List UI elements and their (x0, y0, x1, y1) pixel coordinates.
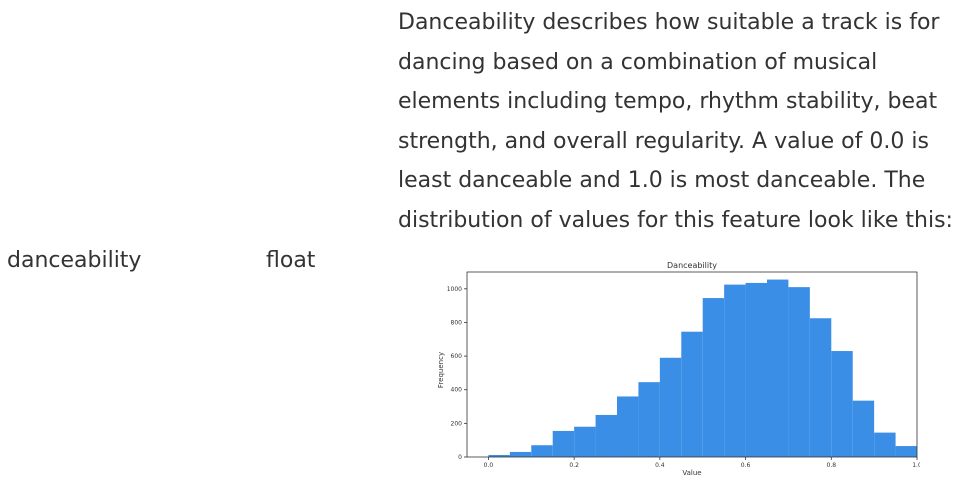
x-axis-label: Value (682, 469, 701, 477)
y-tick-label: 800 (451, 319, 463, 326)
field-name: danceability (7, 248, 142, 273)
histogram-bar (681, 331, 703, 457)
x-tick-label: 1.0 (912, 462, 920, 469)
y-tick-label: 600 (451, 353, 463, 360)
histogram-bar (767, 279, 789, 457)
x-tick-label: 0.4 (655, 462, 665, 469)
histogram-bar (552, 430, 575, 457)
field-type: float (266, 248, 316, 273)
histogram-bar (702, 298, 725, 457)
x-tick-label: 0.8 (827, 462, 837, 469)
histogram-bar (874, 432, 896, 457)
y-axis-label: Frequency (437, 352, 445, 388)
y-tick-label: 200 (451, 420, 463, 427)
plot-frame (466, 271, 918, 458)
y-tick-label: 1000 (447, 286, 462, 293)
histogram-chart: Danceability 0.0 0.2 0.4 0.6 0.8 1.0 0 200 400 6… (430, 255, 922, 480)
histogram-bar (509, 451, 532, 457)
y-tick-label: 400 (451, 387, 463, 394)
histogram-bar (788, 287, 810, 457)
y-tick-label: 0 (458, 454, 462, 461)
histogram-bar (745, 282, 767, 457)
histogram-bar (831, 351, 853, 457)
chart-title: Danceability (667, 261, 717, 270)
histogram-svg: Danceability 0.0 0.2 0.4 0.6 0.8 1.0 0 200 400 6… (437, 261, 922, 477)
x-tick-label: 0.2 (569, 462, 579, 469)
histogram-bar (638, 382, 660, 457)
x-tick-label: 0.0 (484, 462, 494, 469)
histogram-bar (852, 400, 875, 457)
histogram-bar (488, 454, 510, 457)
histogram-bar (895, 446, 917, 457)
histogram-bar (617, 396, 639, 457)
histogram-bar (724, 284, 746, 457)
feature-description: Danceability describes how suitable a tr… (398, 10, 953, 233)
histogram-bar (595, 414, 617, 457)
histogram-bar (574, 426, 596, 457)
histogram-bar (659, 357, 682, 457)
x-tick-label: 0.6 (741, 462, 751, 469)
histogram-bar (809, 318, 832, 457)
histogram-bar (531, 445, 553, 457)
